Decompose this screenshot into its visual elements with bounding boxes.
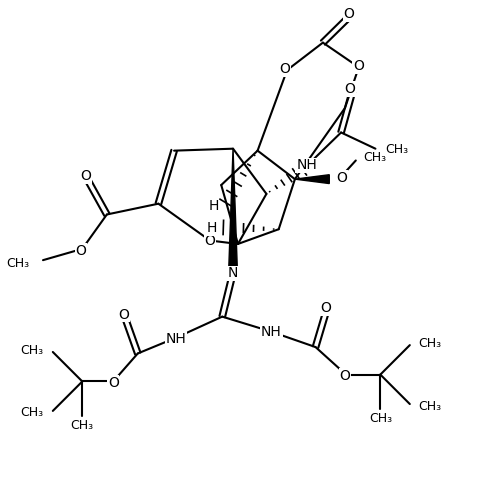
Polygon shape [228, 149, 237, 272]
Text: N: N [228, 267, 238, 281]
Text: O: O [118, 308, 130, 322]
Text: NH: NH [261, 326, 281, 340]
Text: CH₃: CH₃ [386, 143, 408, 156]
Text: O: O [344, 7, 354, 21]
Text: O: O [340, 369, 350, 383]
Text: O: O [354, 59, 364, 73]
Text: CH₃: CH₃ [20, 343, 43, 356]
Text: CH₃: CH₃ [20, 406, 43, 419]
Text: CH₃: CH₃ [70, 419, 94, 432]
Text: O: O [108, 376, 118, 390]
Text: CH₃: CH₃ [6, 257, 30, 270]
Text: O: O [76, 244, 86, 258]
Text: O: O [280, 62, 290, 76]
Text: CH₃: CH₃ [418, 399, 442, 412]
Text: H: H [208, 199, 218, 213]
Text: CH₃: CH₃ [418, 337, 442, 350]
Polygon shape [295, 175, 330, 184]
Text: O: O [204, 233, 216, 247]
Text: H: H [206, 221, 216, 235]
Text: O: O [320, 301, 331, 315]
Text: O: O [336, 170, 347, 185]
Text: O: O [80, 169, 91, 183]
Text: O: O [344, 82, 356, 96]
Text: NH: NH [166, 332, 186, 346]
Text: CH₃: CH₃ [369, 412, 392, 425]
Text: CH₃: CH₃ [364, 151, 387, 164]
Text: NH: NH [296, 158, 317, 172]
